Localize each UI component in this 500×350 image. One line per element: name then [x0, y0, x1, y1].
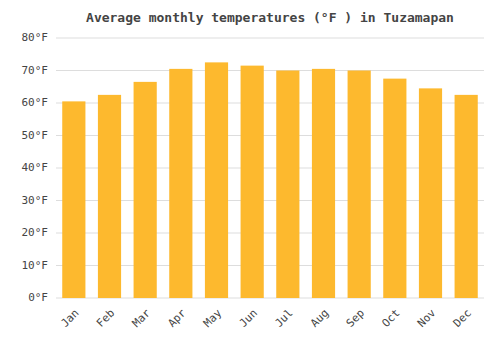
bar: [455, 95, 478, 298]
bar: [419, 88, 442, 298]
bar: [62, 101, 85, 298]
x-axis: Jan Feb Mar Apr May Jun Jul Aug Sep Oct Nov Dec: [58, 306, 474, 330]
x-tick-label: Nov: [415, 306, 439, 330]
bar: [169, 69, 192, 298]
y-tick-label: 10°F: [22, 259, 49, 272]
x-tick-label: Sep: [344, 307, 367, 330]
x-tick-label: Feb: [94, 307, 117, 330]
y-tick-label: 20°F: [22, 226, 49, 239]
y-tick-label: 0°F: [28, 291, 48, 304]
y-grid: [56, 38, 484, 298]
bars: [62, 62, 478, 298]
x-tick-label: Oct: [379, 307, 402, 330]
x-tick-label: Jun: [237, 307, 260, 330]
title: Average monthly temperatures (°F ) in Tu…: [86, 10, 454, 25]
bar: [205, 62, 228, 298]
x-tick-label: Jan: [58, 307, 81, 330]
bar: [312, 69, 335, 298]
y-tick-label: 80°F: [22, 31, 49, 44]
y-tick-label: 30°F: [22, 194, 49, 207]
bar: [276, 71, 299, 299]
y-tick-label: 70°F: [22, 64, 49, 77]
x-tick-label: Mar: [130, 306, 154, 330]
bar: [241, 66, 264, 298]
y-tick-label: 50°F: [22, 129, 49, 142]
bar: [348, 71, 371, 299]
bar: [383, 79, 406, 298]
x-tick-label: Aug: [308, 307, 331, 330]
x-tick-label: May: [201, 306, 225, 330]
grid-line: [56, 70, 484, 71]
grid-line: [56, 38, 484, 39]
y-tick-label: 60°F: [22, 96, 49, 109]
y-tick-label: 40°F: [22, 161, 49, 174]
x-tick-label: Apr: [165, 306, 189, 330]
x-tick-label: Dec: [451, 307, 474, 330]
y-axis: 0°F 10°F 20°F 30°F 40°F 50°F 60°F 70°F 80°F: [22, 31, 49, 304]
bar: [134, 82, 157, 298]
x-tick-label: Jul: [272, 307, 295, 330]
chart: 0°F 10°F 20°F 30°F 40°F 50°F 60°F 70°F 80°F Jan Fe…: [0, 0, 500, 350]
bar: [98, 95, 121, 298]
